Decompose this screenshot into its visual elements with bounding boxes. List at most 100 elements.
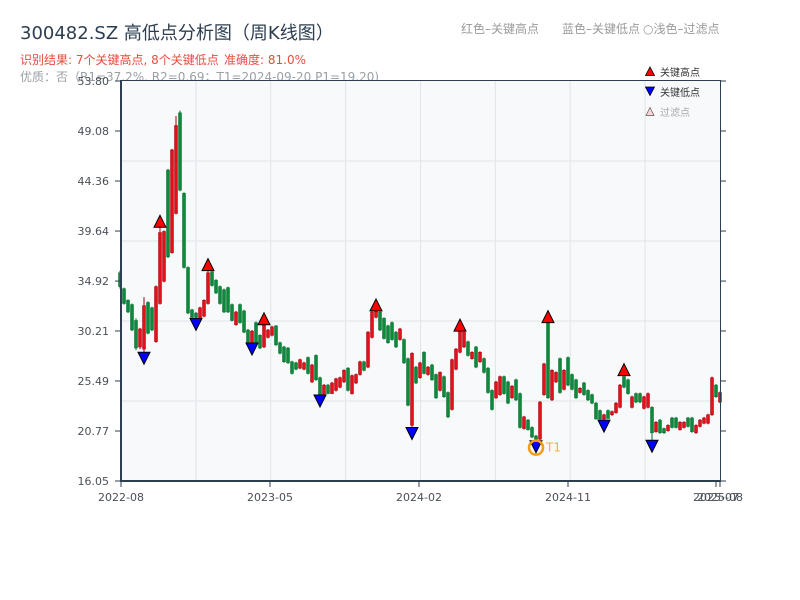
candle-up	[354, 373, 358, 385]
candle-body	[690, 417, 694, 432]
candle-down	[670, 416, 674, 429]
candle-down	[482, 357, 486, 374]
candle-body	[174, 125, 178, 214]
candle-body	[138, 328, 142, 348]
candle-down	[714, 384, 718, 398]
candle-up	[666, 424, 670, 432]
candle-down	[190, 308, 194, 318]
candle-up	[158, 227, 162, 305]
candle-body	[394, 331, 398, 348]
candle-down	[362, 360, 366, 372]
candle-body	[206, 272, 210, 304]
candle-body	[654, 421, 658, 432]
candle-body	[286, 347, 290, 364]
candle-down	[126, 299, 130, 314]
candle-body	[674, 417, 678, 428]
candle-down	[382, 317, 386, 340]
candle-body	[390, 322, 394, 340]
candle-body	[266, 329, 270, 338]
color-key-low: 蓝色–关键低点	[562, 22, 641, 36]
candle-down	[218, 285, 222, 305]
candle-down	[514, 378, 518, 401]
candle-up	[694, 424, 698, 434]
candle-body	[558, 358, 562, 393]
candle-down	[406, 357, 410, 407]
candle-up	[350, 374, 354, 395]
candle-body	[498, 376, 502, 395]
candle-down	[658, 419, 662, 434]
y-tick-label: 39.64	[78, 225, 110, 238]
candle-body	[710, 377, 714, 416]
candle-up	[602, 413, 606, 421]
candle-body	[170, 149, 174, 253]
candle-up	[450, 358, 454, 411]
key-high-triangle-icon	[153, 214, 167, 228]
candle-body	[342, 370, 346, 383]
x-tick-label: 2024-02	[396, 491, 442, 504]
candle-up	[706, 413, 710, 425]
candle-up	[202, 299, 206, 318]
candle-body	[282, 346, 286, 363]
candle-up	[322, 384, 326, 395]
x-tick-label: 2025-07	[693, 491, 739, 504]
candle-up	[654, 421, 658, 433]
candle-up	[418, 361, 422, 379]
candle-body	[258, 335, 262, 349]
candle-down	[442, 375, 446, 398]
candle-body	[158, 232, 162, 304]
marker-legend: 关键高点 关键低点 过滤点	[644, 66, 700, 119]
candle-down	[238, 303, 242, 324]
candle-up	[478, 351, 482, 363]
candle-body	[230, 304, 234, 321]
y-tick-label: 20.77	[78, 425, 110, 438]
candle-body	[374, 310, 378, 318]
candle-down	[182, 192, 186, 269]
candle-body	[318, 377, 322, 395]
candle-body	[442, 376, 446, 398]
candle-up	[270, 325, 274, 337]
candle-up	[310, 363, 314, 383]
candle-body	[478, 352, 482, 363]
candle-up	[578, 387, 582, 394]
key-low-triangle-icon	[405, 426, 419, 441]
candle-down	[274, 325, 278, 346]
candle-body	[362, 361, 366, 371]
candle-body	[294, 362, 298, 370]
candle-up	[698, 419, 702, 428]
candle-down	[526, 419, 530, 431]
candle-down	[558, 357, 562, 394]
candle-body	[198, 307, 202, 319]
candle-up	[206, 270, 210, 305]
candle-down	[590, 393, 594, 405]
candle-body	[670, 417, 674, 428]
candle-body	[646, 393, 650, 408]
candle-body	[306, 357, 310, 374]
candle-body	[430, 364, 434, 381]
key-high-triangle-icon	[541, 309, 555, 324]
candle-up	[618, 384, 622, 409]
candle-up	[302, 361, 306, 371]
x-axis-ticks: 2022-08 2023-05 2024-02 2024-11 2025-072025-…	[98, 481, 743, 504]
candle-body	[530, 427, 534, 438]
candle-body	[570, 374, 574, 390]
candle-down	[638, 392, 642, 404]
candle-body	[626, 379, 630, 394]
candle-body	[254, 322, 258, 343]
candle-body	[310, 364, 314, 383]
candle-up	[250, 330, 254, 344]
candle-down	[570, 373, 574, 391]
candle-body	[446, 392, 450, 418]
candle-body	[706, 414, 710, 424]
y-tick-label: 44.36	[78, 175, 110, 188]
candle-up	[454, 348, 458, 371]
candle-body	[686, 417, 690, 427]
candle-down	[214, 279, 218, 294]
candle-body	[486, 367, 490, 393]
candle-body	[402, 339, 406, 364]
candle-body	[142, 305, 146, 350]
key-high-triangle-icon	[201, 257, 215, 272]
candle-body	[458, 330, 462, 353]
candle-up	[138, 327, 142, 350]
candle-up	[554, 371, 558, 383]
